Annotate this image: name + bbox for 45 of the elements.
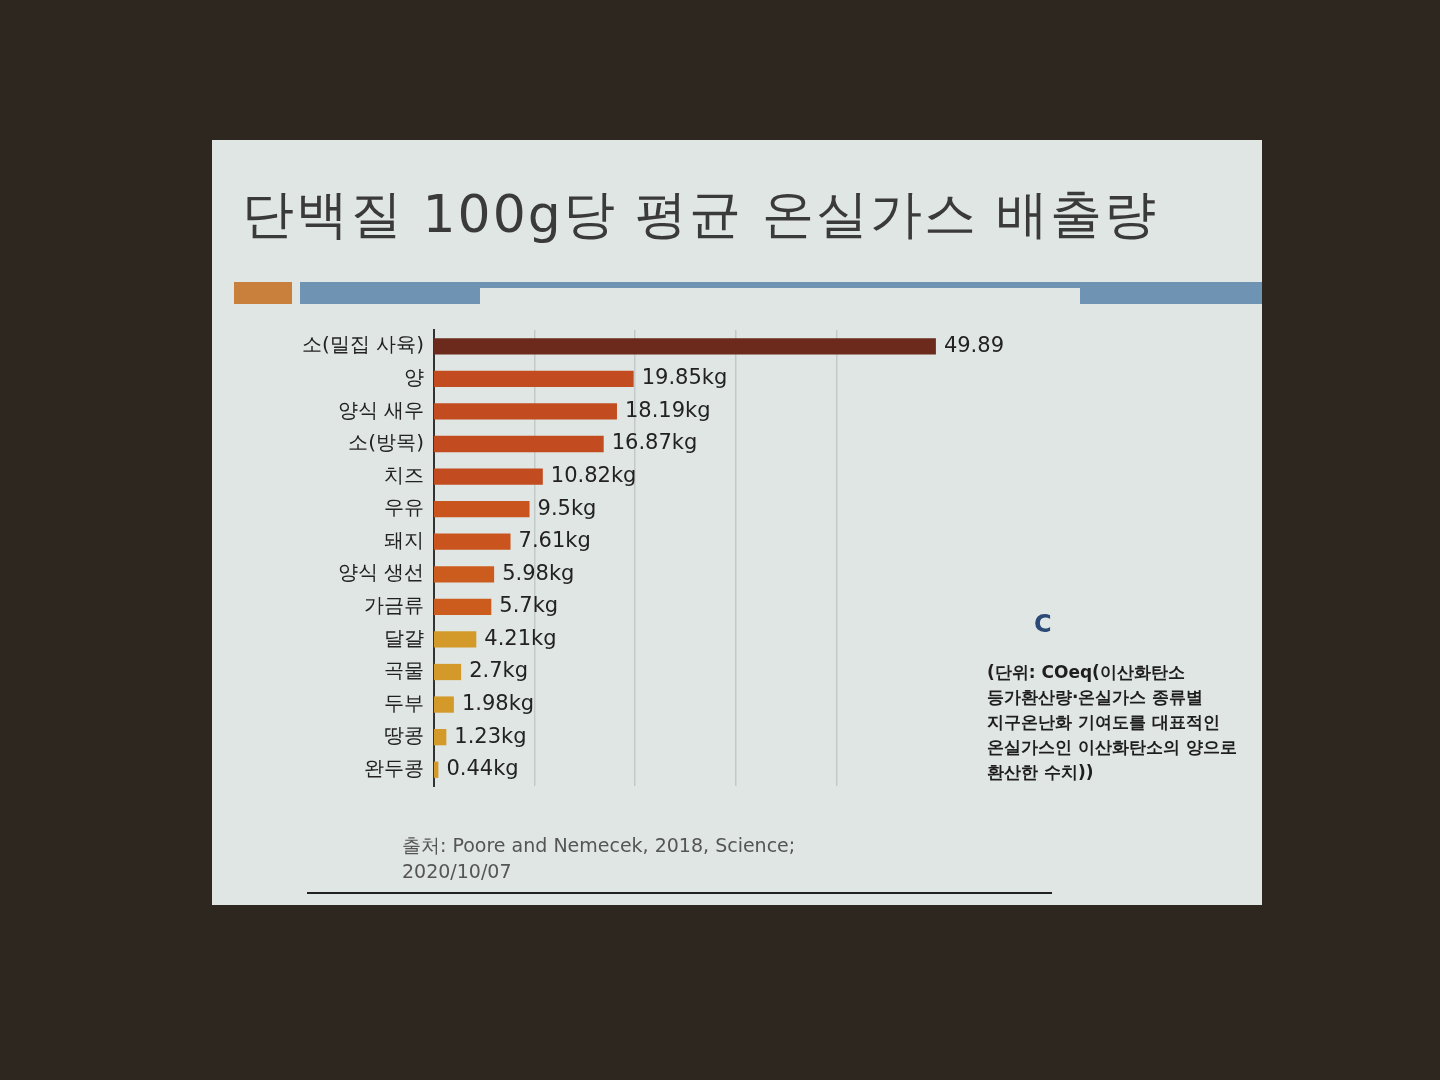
y-tick-label: 두부 bbox=[383, 690, 424, 715]
data-label: 2.7kg bbox=[469, 658, 529, 683]
text: (단위: COeq(이산화탄소 등가환산량·온실가스 종류별 지구온난화 기여도를 대표적인 온실가스인 이산화탄소의 양으로 환산한 수치)) bbox=[987, 661, 1237, 784]
bar bbox=[433, 533, 511, 550]
y-tick-label: 소(방목) bbox=[348, 430, 424, 455]
y-tick-label: 양식 새우 bbox=[337, 397, 424, 422]
bar bbox=[433, 598, 492, 615]
y-tick-label: 곡물 bbox=[383, 658, 424, 683]
bar bbox=[433, 501, 530, 518]
data-label: 49.89 bbox=[943, 332, 1005, 357]
data-label: 18.19kg bbox=[624, 397, 711, 422]
data-label: 10.82kg bbox=[550, 463, 637, 488]
data-label: 1.98kg bbox=[461, 691, 535, 716]
bar bbox=[433, 729, 447, 746]
data-label: 19.85kg bbox=[641, 365, 728, 390]
chart-title: 단백질 100g당 평균 온실가스 배출량 bbox=[242, 183, 1159, 246]
data-label: 4.21kg bbox=[484, 625, 557, 650]
data-label: 5.98kg bbox=[502, 560, 575, 585]
y-tick-label: 치즈 bbox=[383, 462, 424, 487]
y-tick-label: 땅콩 bbox=[383, 723, 424, 748]
data-label: 0.44kg bbox=[446, 756, 519, 781]
y-tick-label: 소(밀집 사육) bbox=[301, 332, 424, 357]
bar bbox=[433, 468, 543, 485]
bar bbox=[433, 403, 617, 420]
y-tick-label: 완두콩 bbox=[363, 755, 424, 780]
bar bbox=[433, 338, 936, 355]
y-tick-label: 가금류 bbox=[363, 593, 424, 618]
bar bbox=[433, 631, 477, 648]
text: C bbox=[1034, 610, 1052, 638]
source-note: 출처: Poore and Nemecek, 2018, Science; 2020/10/07 bbox=[402, 833, 797, 884]
y-tick-label: 달걀 bbox=[383, 625, 424, 650]
y-tick-label: 양식 생선 bbox=[337, 560, 424, 585]
bar bbox=[433, 696, 454, 713]
data-label: 9.5kg bbox=[537, 495, 597, 520]
data-label: 1.23kg bbox=[454, 723, 527, 748]
y-tick-label: 양 bbox=[403, 365, 424, 390]
data-label: 7.61kg bbox=[518, 528, 591, 553]
bar bbox=[433, 370, 634, 387]
bar bbox=[433, 663, 462, 681]
y-tick-label: 우유 bbox=[383, 495, 424, 520]
bar bbox=[433, 566, 495, 583]
bar bbox=[433, 435, 604, 453]
y-tick-label: 돼지 bbox=[383, 527, 424, 552]
data-label: 5.7kg bbox=[499, 593, 559, 618]
data-label: 16.87kg bbox=[611, 430, 698, 455]
